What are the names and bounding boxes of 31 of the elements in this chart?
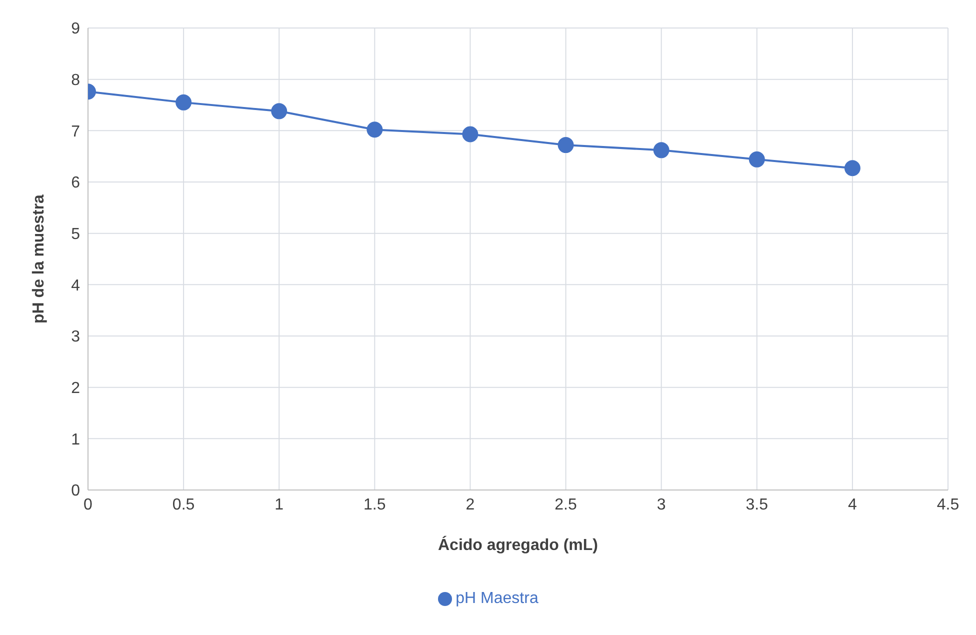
y-tick-label: 7 — [71, 123, 80, 140]
y-tick-label: 8 — [71, 72, 80, 90]
y-tick-label: 4 — [71, 277, 80, 294]
point — [271, 103, 288, 120]
y-tick-label: 6 — [71, 174, 80, 192]
y-tick-label: 2 — [71, 380, 80, 398]
point — [653, 142, 670, 158]
x-tick-label: 3 — [656, 496, 666, 514]
y-tick-label: 3 — [71, 328, 80, 346]
x-tick-label: 2.5 — [554, 496, 577, 514]
x-tick-label: 1 — [274, 496, 284, 514]
point — [366, 122, 383, 138]
point — [844, 160, 860, 176]
legend-label: pH Maestra — [456, 590, 538, 607]
point — [748, 151, 765, 168]
y-axis-title: pH de la muestra — [30, 194, 48, 324]
point — [176, 94, 192, 110]
point — [558, 137, 574, 154]
x-tick-label: 4.5 — [936, 496, 960, 514]
y-tick-label: 5 — [71, 226, 80, 244]
x-tick-label: 0.5 — [172, 496, 195, 514]
x-axis-title: Ácido agregado (mL) — [438, 535, 598, 554]
y-tick-label: 1 — [71, 431, 80, 448]
x-tick-label: 0 — [84, 496, 93, 514]
x-tick-label: 3.5 — [746, 496, 768, 514]
x-tick-label: 4 — [848, 496, 857, 514]
y-tick-label: 9 — [71, 20, 80, 38]
point — [462, 126, 478, 142]
x-tick-label: 2 — [466, 496, 475, 514]
y-tick-label: 0 — [71, 482, 80, 500]
x-tick-label: 1.5 — [364, 496, 386, 514]
